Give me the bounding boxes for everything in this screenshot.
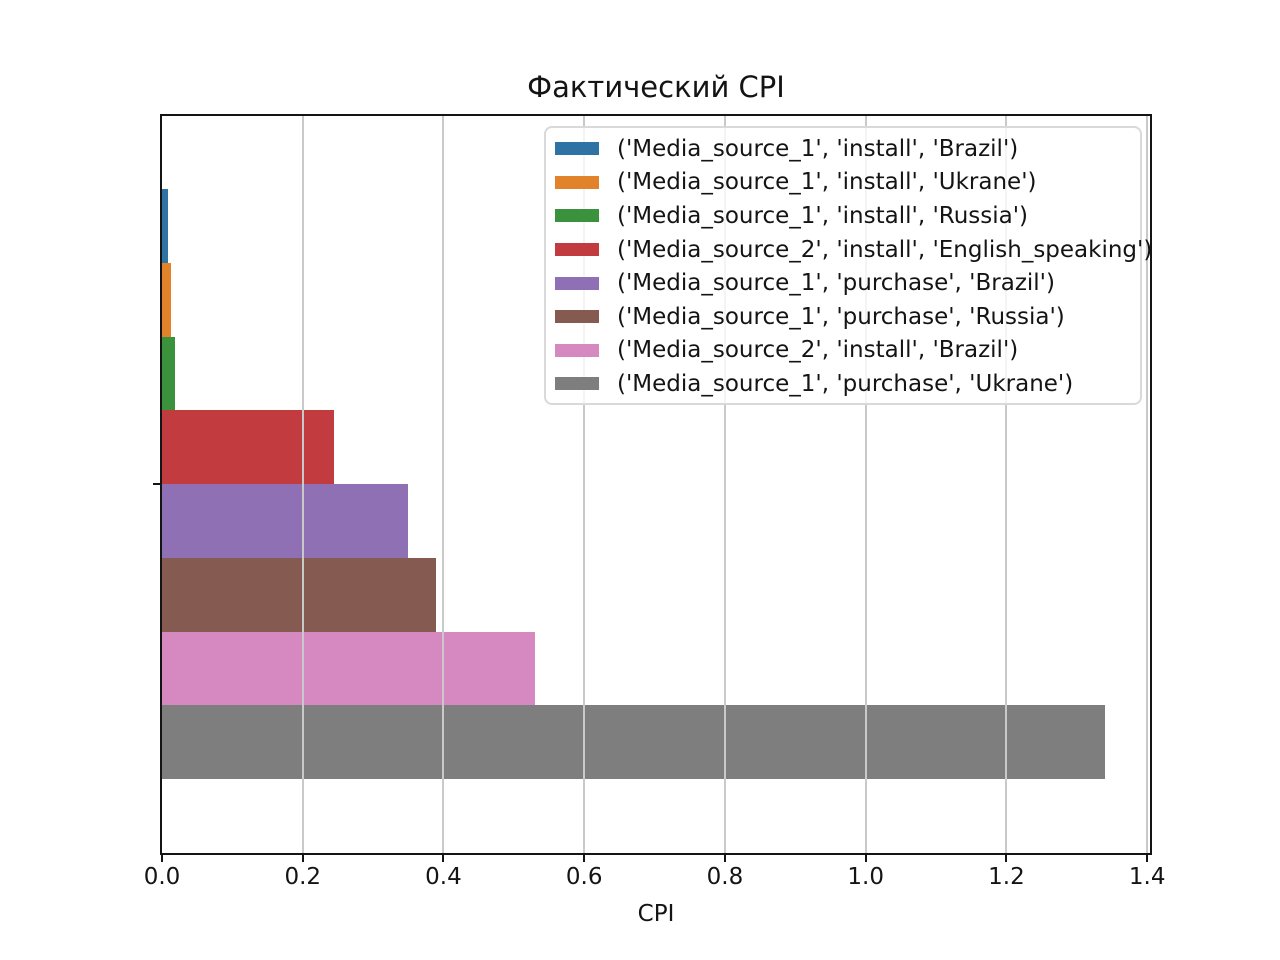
chart-title: Фактический CPI [527, 70, 785, 104]
y-axis-tick [153, 483, 160, 485]
legend-item: ('Media_source_1', 'install', 'Ukrane') [546, 166, 1140, 200]
gridline [864, 116, 867, 853]
x-tick-mark [1005, 855, 1008, 862]
x-tick-mark [1146, 855, 1149, 862]
legend-item: ('Media_source_2', 'install', 'Brazil') [546, 334, 1140, 368]
legend-label: ('Media_source_1', 'purchase', 'Russia') [617, 303, 1065, 330]
x-axis-label: CPI [637, 901, 675, 927]
legend-item: ('Media_source_1', 'install', 'Brazil') [546, 132, 1140, 166]
plot-area: ('Media_source_1', 'install', 'Brazil') (… [153, 114, 1152, 855]
bar [162, 410, 335, 484]
bar [162, 705, 1105, 779]
gridline [1005, 116, 1008, 853]
legend-label: ('Media_source_1', 'install', 'Russia') [617, 202, 1029, 229]
x-tick-mark [864, 855, 867, 862]
x-tick-label: 0.2 [284, 864, 322, 890]
x-tick-label: 1.2 [988, 864, 1025, 890]
legend-label: ('Media_source_1', 'purchase', 'Ukrane') [617, 370, 1074, 397]
legend-swatch [555, 243, 599, 257]
x-tick-label: 1.4 [1128, 864, 1166, 890]
x-tick-mark [301, 855, 304, 862]
x-tick-mark [161, 855, 163, 862]
x-tick-label: 0.4 [425, 864, 462, 890]
legend-label: ('Media_source_1', 'install', 'Ukrane') [617, 169, 1037, 196]
legend-label: ('Media_source_2', 'install', 'Brazil') [617, 337, 1019, 364]
x-tick-mark [442, 855, 445, 862]
bars-layer [162, 116, 1150, 853]
x-tick-label: 0.6 [565, 864, 603, 890]
grid-layer [162, 116, 1150, 853]
legend: ('Media_source_1', 'install', 'Brazil') (… [544, 126, 1152, 405]
legend-label: ('Media_source_1', 'purchase', 'Brazil') [617, 270, 1055, 297]
legend-swatch [555, 343, 599, 357]
legend-label: ('Media_source_1', 'install', 'Brazil') [617, 135, 1019, 162]
legend-item: ('Media_source_1', 'purchase', 'Russia') [546, 300, 1140, 334]
legend-swatch [555, 276, 599, 290]
gridline [583, 116, 586, 853]
gridline [301, 116, 304, 853]
bar [162, 336, 176, 411]
legend-swatch [555, 377, 599, 391]
legend-swatch [555, 175, 599, 189]
bar [162, 262, 172, 337]
bar [162, 484, 409, 558]
legend-item: ('Media_source_1', 'purchase', 'Ukrane') [546, 367, 1140, 401]
gridline [723, 116, 726, 853]
bar [162, 557, 437, 632]
x-tick-label: 0.0 [143, 864, 181, 890]
legend-label: ('Media_source_2', 'install', 'English_s… [617, 236, 1153, 263]
gridline [442, 116, 445, 853]
x-tick-label: 1.0 [847, 864, 884, 890]
legend-item: ('Media_source_1', 'purchase', 'Brazil') [546, 266, 1140, 300]
legend-swatch [555, 209, 599, 223]
x-tick-mark [583, 855, 586, 862]
legend-swatch [555, 310, 599, 324]
legend-swatch [555, 142, 599, 156]
legend-item: ('Media_source_2', 'install', 'English_s… [546, 233, 1152, 267]
gridline [1146, 116, 1149, 853]
x-tick-label: 0.8 [706, 864, 744, 890]
bar [162, 631, 535, 706]
bar [162, 189, 168, 263]
x-tick-mark [723, 855, 726, 862]
legend-item: ('Media_source_1', 'install', 'Russia') [546, 199, 1140, 233]
